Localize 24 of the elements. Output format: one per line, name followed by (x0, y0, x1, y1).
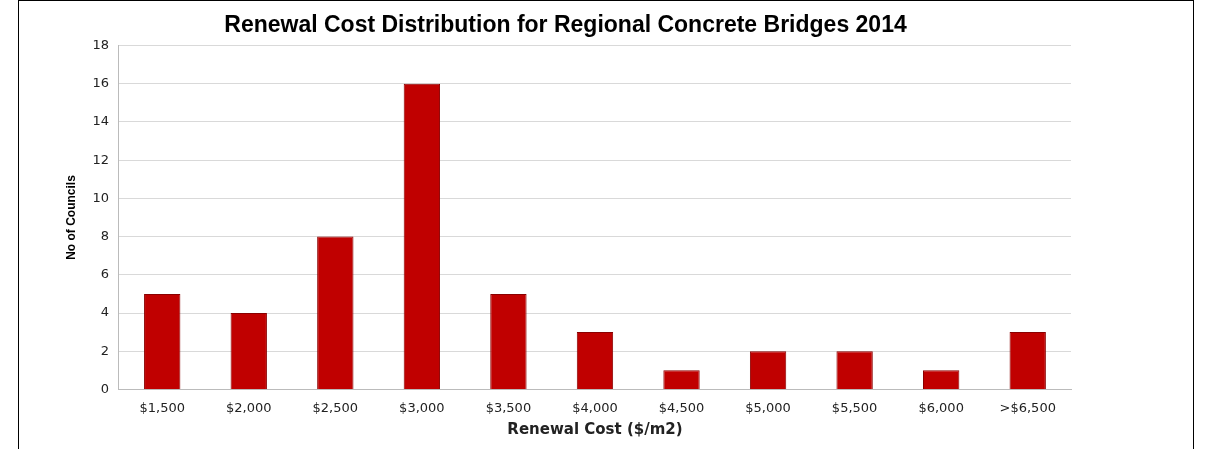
x-tick-label: $4,000 (572, 399, 618, 415)
y-tick-label: 2 (100, 342, 109, 358)
x-tick-label: $2,500 (312, 399, 359, 415)
chart-title: Renewal Cost Distribution for Regional Concrete Bridges 2014 (224, 11, 907, 38)
y-tick-label: 12 (92, 151, 109, 167)
y-tick-label: 4 (100, 304, 109, 320)
y-tick-label: 10 (92, 189, 109, 205)
y-tick-label: 18 (92, 36, 109, 52)
x-tick-label: >$6,500 (999, 399, 1056, 415)
x-tick-label: $5,000 (745, 399, 791, 415)
y-axis-title: No of Councils (63, 174, 78, 260)
x-tick-label: $4,500 (658, 399, 705, 415)
y-tick-label: 6 (100, 266, 109, 282)
y-tick-label: 8 (100, 227, 109, 243)
x-tick-label: $2,000 (226, 399, 272, 415)
x-tick-label: $5,500 (831, 399, 878, 415)
x-tick-label: $3,500 (485, 399, 532, 415)
x-tick-label: $1,500 (139, 399, 185, 415)
x-tick-label: $3,000 (399, 399, 445, 415)
x-axis-title: Renewal Cost ($/m2) (507, 419, 683, 438)
y-tick-label: 16 (92, 75, 109, 91)
x-tick-label: $6,000 (918, 399, 964, 415)
y-tick-label: 14 (92, 113, 109, 129)
y-tick-label: 0 (100, 380, 109, 396)
